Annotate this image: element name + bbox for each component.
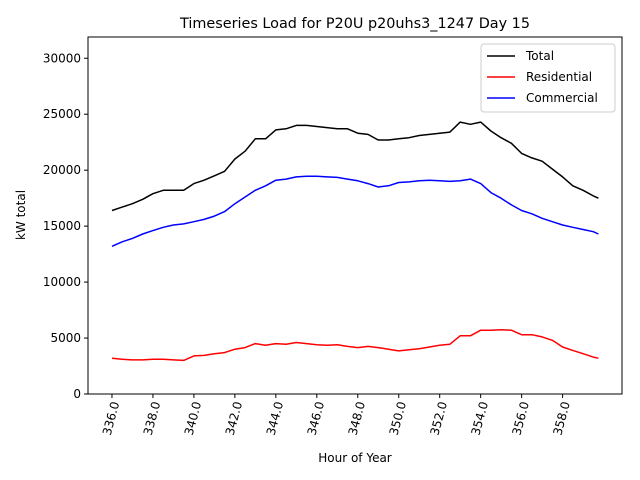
y-tick-label: 20000 bbox=[43, 163, 81, 177]
y-tick-label: 10000 bbox=[43, 275, 81, 289]
legend-label-commercial: Commercial bbox=[526, 91, 598, 105]
y-axis-label: kW total bbox=[14, 190, 28, 240]
legend-label-total: Total bbox=[525, 49, 554, 63]
y-tick-label: 25000 bbox=[43, 107, 81, 121]
chart-title: Timeseries Load for P20U p20uhs3_1247 Da… bbox=[179, 16, 530, 32]
y-tick-label: 15000 bbox=[43, 219, 81, 233]
y-axis: 0 5000 10000 15000 20000 25000 30000 bbox=[43, 51, 88, 401]
legend: Total Residential Commercial bbox=[480, 43, 616, 113]
legend-box bbox=[480, 43, 616, 113]
series-line-residential bbox=[111, 328, 599, 362]
y-tick-label: 5000 bbox=[50, 331, 81, 345]
x-axis-label: Hour of Year bbox=[318, 451, 392, 465]
y-tick-label: 0 bbox=[73, 387, 81, 401]
series-layer bbox=[111, 121, 599, 362]
legend-label-residential: Residential bbox=[526, 70, 592, 84]
axes-frame bbox=[87, 36, 623, 395]
series-line-total bbox=[111, 121, 599, 212]
series-line-commercial bbox=[111, 175, 599, 247]
y-tick-label: 30000 bbox=[43, 51, 81, 65]
